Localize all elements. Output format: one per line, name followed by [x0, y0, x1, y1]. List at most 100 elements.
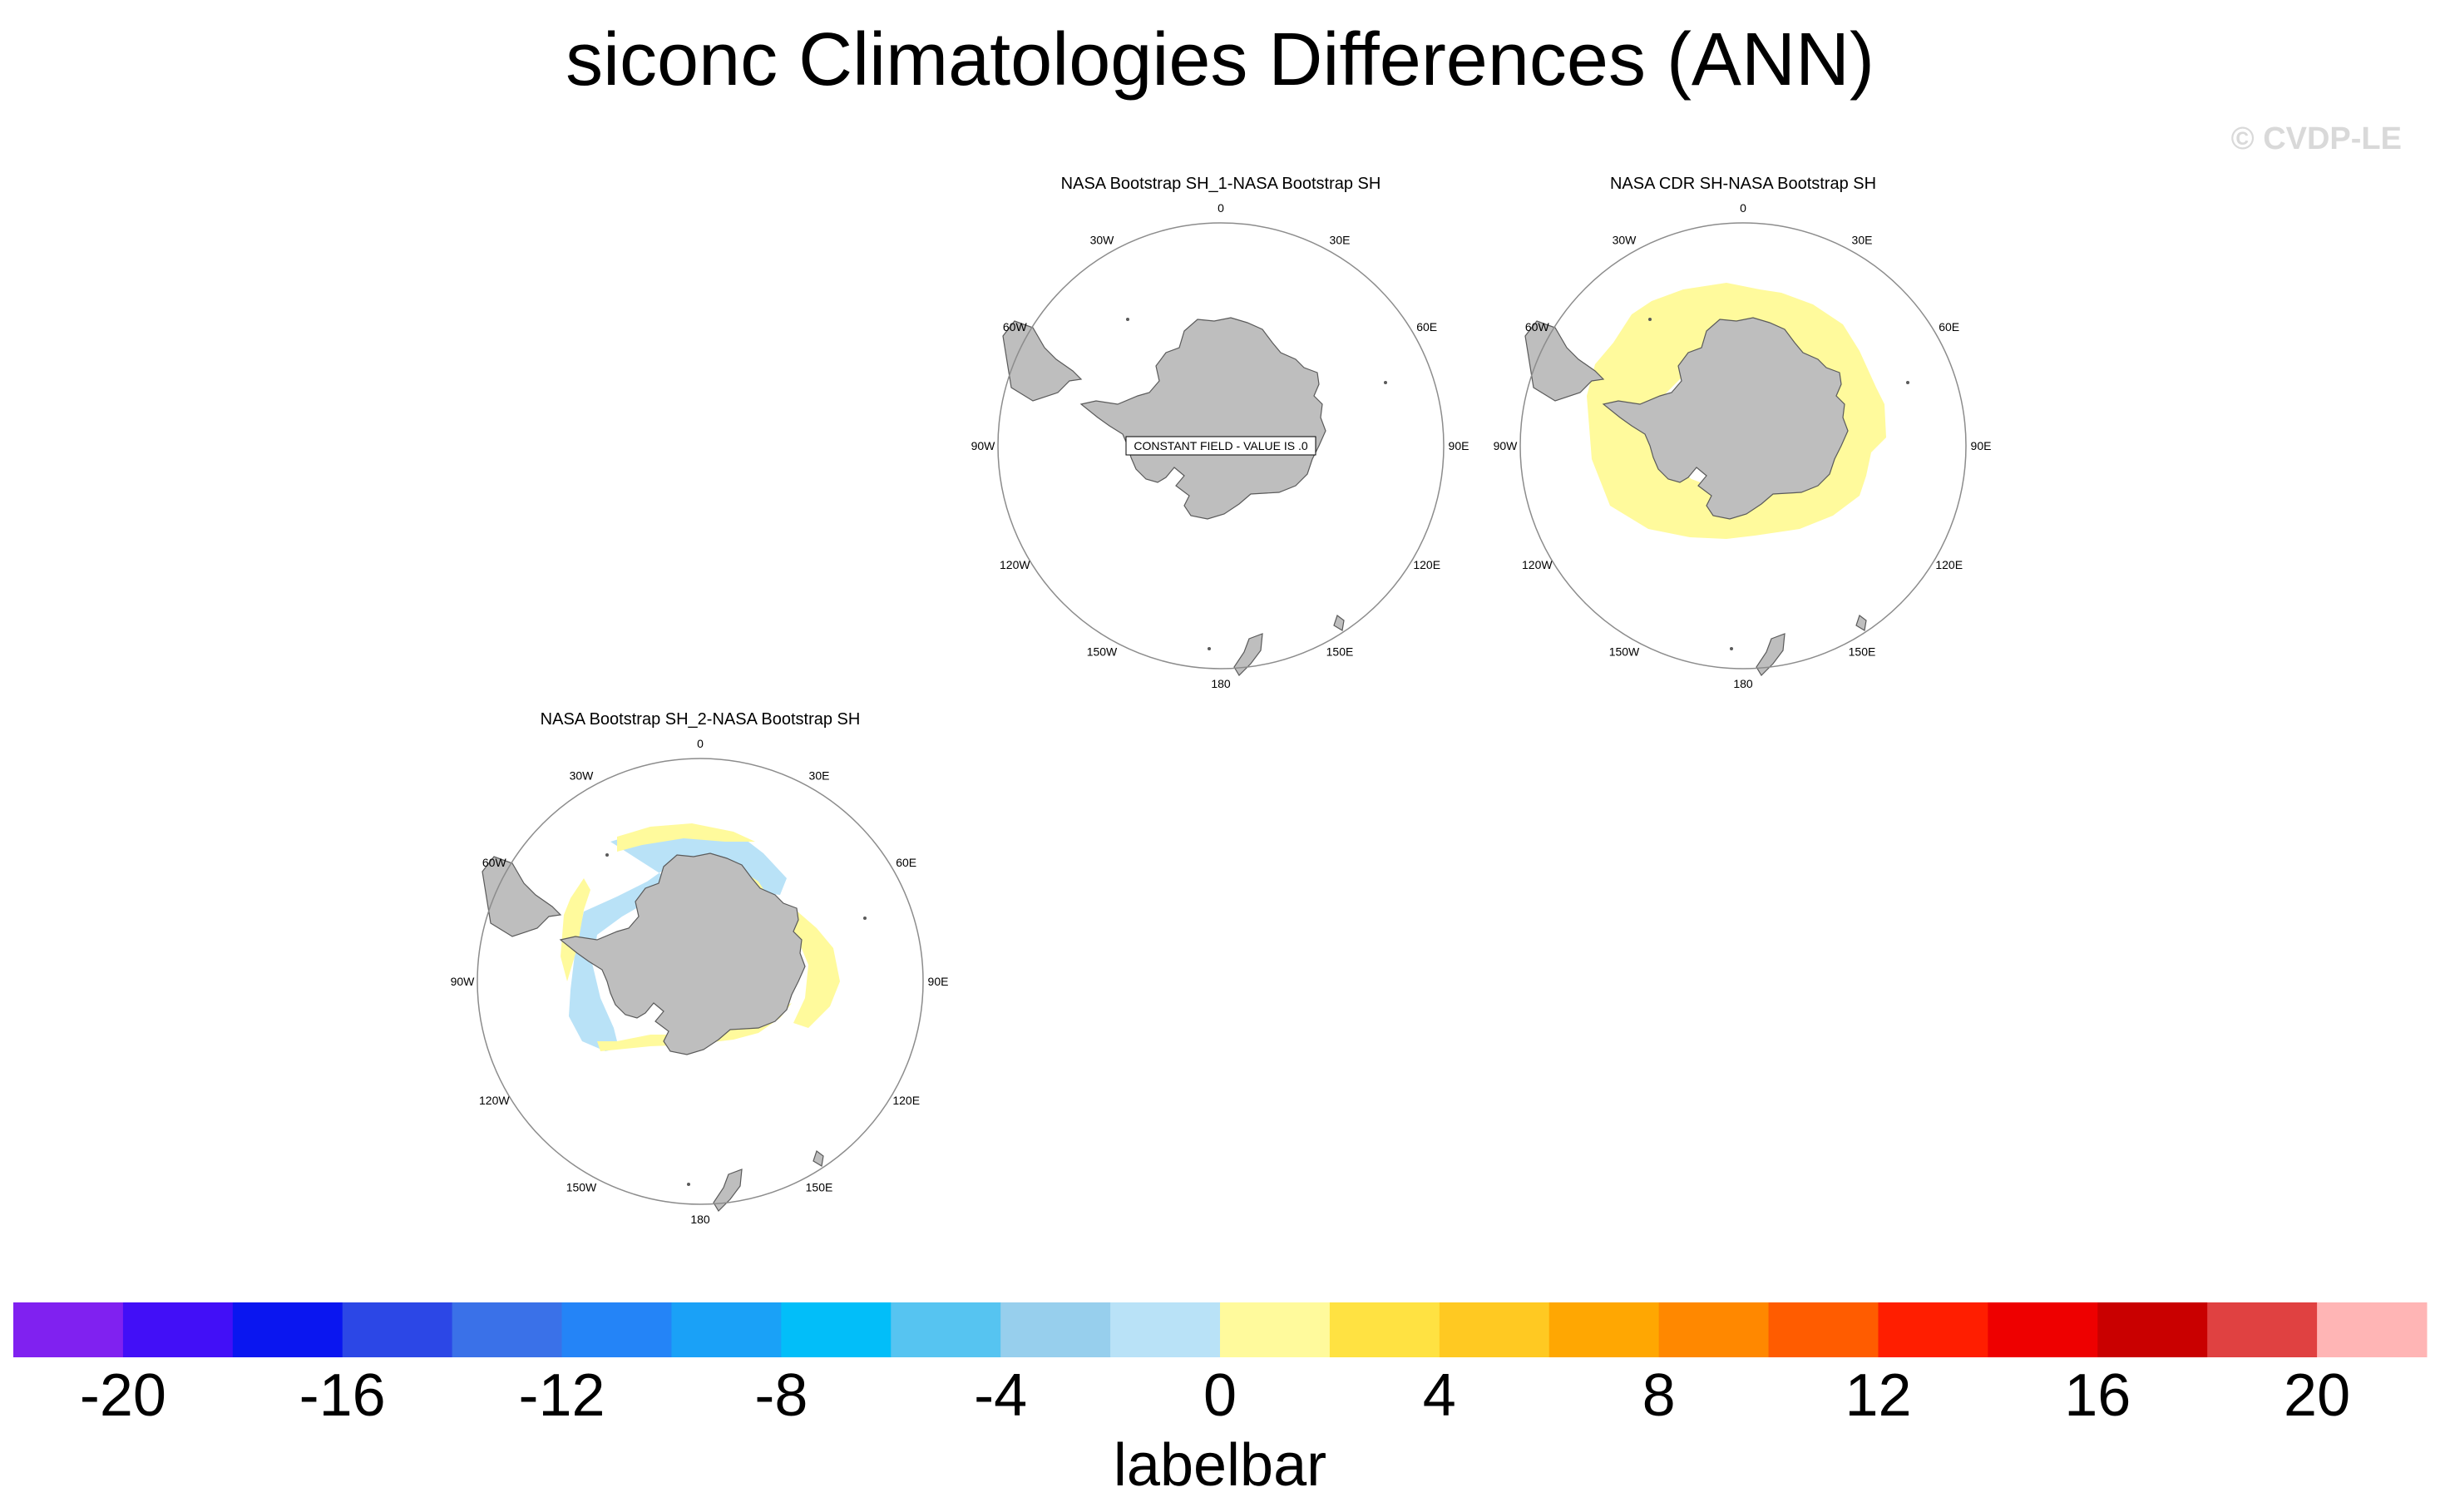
- longitude-label: 30W: [1613, 233, 1637, 246]
- new-zealand-island: [713, 1169, 743, 1212]
- longitude-label: 150W: [1609, 645, 1640, 659]
- antarctica-landmass: [1079, 317, 1326, 520]
- longitude-label: 150W: [566, 1181, 597, 1194]
- colorbar-swatch: [342, 1302, 453, 1357]
- longitude-label: 90W: [971, 439, 996, 452]
- longitude-label: 90W: [1494, 439, 1519, 452]
- colorbar-swatch: [891, 1302, 1001, 1357]
- map-panels: 0 30E 60E 90E 120E 150E 180 150W 120W 90W 60W 30W CO…: [451, 201, 1992, 1226]
- colorbar-swatch: [2207, 1302, 2318, 1357]
- longitude-label: 90E: [1449, 439, 1469, 452]
- colorbar-swatch: [671, 1302, 782, 1357]
- longitude-label: 0: [1740, 201, 1746, 215]
- colorbar-tick-label: 0: [1203, 1362, 1237, 1429]
- longitude-label: 60W: [1003, 320, 1028, 334]
- small-island: [1648, 318, 1652, 321]
- colorbar-tick-label: 4: [1423, 1362, 1456, 1429]
- longitude-label: 60E: [896, 856, 916, 869]
- longitude-label: 150W: [1087, 645, 1118, 659]
- colorbar-swatch: [1439, 1302, 1550, 1357]
- field-positive-region-north: [617, 823, 755, 852]
- longitude-label: 30E: [1852, 233, 1873, 246]
- colorbar-swatch: [561, 1302, 672, 1357]
- colorbar-tick-label: -12: [518, 1362, 605, 1429]
- new-zealand-island: [1233, 633, 1263, 676]
- longitude-label: 30E: [1330, 233, 1351, 246]
- constant-field-box: [1125, 436, 1316, 456]
- map-boundary-circle: [997, 222, 1445, 670]
- south-america-tip: [1524, 320, 1605, 402]
- small-island: [687, 1183, 690, 1186]
- south-america-tip: [482, 856, 562, 937]
- longitude-label: 90W: [451, 975, 476, 988]
- longitude-label: 30W: [1090, 233, 1115, 246]
- colorbar-swatch: [1220, 1302, 1331, 1357]
- south-america-tip: [1002, 320, 1083, 402]
- longitude-label: 180: [1211, 677, 1231, 690]
- panel2-title: NASA CDR SH-NASA Bootstrap SH: [1609, 175, 1877, 193]
- tasmania-island: [1333, 615, 1345, 631]
- colorbar-swatch: [1329, 1302, 1440, 1357]
- map-panel-1: 0 30E 60E 90E 120E 150E 180 150W 120W 90W 60W 30W CO…: [971, 201, 1469, 690]
- longitude-label: 0: [697, 737, 704, 750]
- longitude-label: 120E: [1935, 558, 1963, 571]
- longitude-label: 180: [1733, 677, 1753, 690]
- map-boundary-circle: [1519, 222, 1967, 670]
- longitude-label: 120W: [1522, 558, 1553, 571]
- colorbar-swatch: [232, 1302, 343, 1357]
- colorbar-tick-label: 8: [1642, 1362, 1676, 1429]
- colorbar-tick-label: 20: [2284, 1362, 2350, 1429]
- longitude-label: 60W: [482, 856, 507, 869]
- small-island: [1906, 381, 1909, 384]
- longitude-label: 120E: [1413, 558, 1440, 571]
- longitude-label: 30W: [570, 768, 595, 782]
- small-island: [863, 917, 867, 920]
- longitude-label: 150E: [1849, 645, 1876, 659]
- colorbar-swatch: [1768, 1302, 1879, 1357]
- map-boundary-circle: [477, 758, 924, 1205]
- small-island: [605, 853, 609, 857]
- main-title: siconc Climatologies Differences (ANN): [566, 18, 1874, 101]
- colorbar-swatch: [13, 1302, 124, 1357]
- tasmania-island: [1855, 615, 1867, 631]
- longitude-label: 0: [1218, 201, 1224, 215]
- colorbar-tick-label: -4: [974, 1362, 1027, 1429]
- small-island: [1208, 647, 1211, 650]
- longitude-label: 150E: [806, 1181, 833, 1194]
- panel1-title: NASA Bootstrap SH_1-NASA Bootstrap SH: [1060, 175, 1381, 193]
- colorbar-swatch: [1988, 1302, 2098, 1357]
- map-panel-3: 0 30E 60E 90E 120E 150E 180 150W 120W 90W 60W 30W: [451, 737, 949, 1226]
- longitude-label: 30E: [809, 768, 830, 782]
- longitude-label: 60E: [1939, 320, 1959, 334]
- colorbar-tick-label: 16: [2064, 1362, 2131, 1429]
- colorbar-tick-label: -20: [80, 1362, 166, 1429]
- copyright-text: © CVDP-LE: [2230, 121, 2402, 156]
- colorbar-swatch: [781, 1302, 892, 1357]
- panel3-title: NASA Bootstrap SH_2-NASA Bootstrap SH: [540, 710, 861, 729]
- colorbar-tick-label: 12: [1845, 1362, 1911, 1429]
- colorbar-tick-label: -16: [299, 1362, 386, 1429]
- small-island: [1384, 381, 1387, 384]
- longitude-label: 150E: [1326, 645, 1354, 659]
- new-zealand-island: [1756, 633, 1786, 676]
- colorbar-swatch: [1000, 1302, 1111, 1357]
- colorbar: -20 -16 -12 -8 -4 0 4 8 12 16 20 labelbar: [13, 1302, 2428, 1499]
- colorbar-swatch: [1110, 1302, 1221, 1357]
- colorbar-swatch: [1658, 1302, 1770, 1357]
- small-island: [1126, 318, 1129, 321]
- colorbar-tick-label: -8: [754, 1362, 808, 1429]
- colorbar-swatch: [1878, 1302, 1988, 1357]
- colorbar-title: labelbar: [1114, 1432, 1326, 1499]
- antarctica-landmass: [559, 852, 806, 1055]
- longitude-label: 60W: [1525, 320, 1550, 334]
- longitude-label: 90E: [1971, 439, 1992, 452]
- colorbar-swatch: [452, 1302, 563, 1357]
- field-positive-region-south: [597, 1003, 792, 1051]
- constant-field-label: CONSTANT FIELD - VALUE IS .0: [1134, 439, 1307, 452]
- longitude-label: 60E: [1416, 320, 1437, 334]
- longitude-label: 120W: [1000, 558, 1030, 571]
- map-panel-2: 0 30E 60E 90E 120E 150E 180 150W 120W 90W 60W 30W: [1494, 201, 1992, 690]
- longitude-label: 120W: [479, 1094, 510, 1107]
- colorbar-swatch: [122, 1302, 234, 1357]
